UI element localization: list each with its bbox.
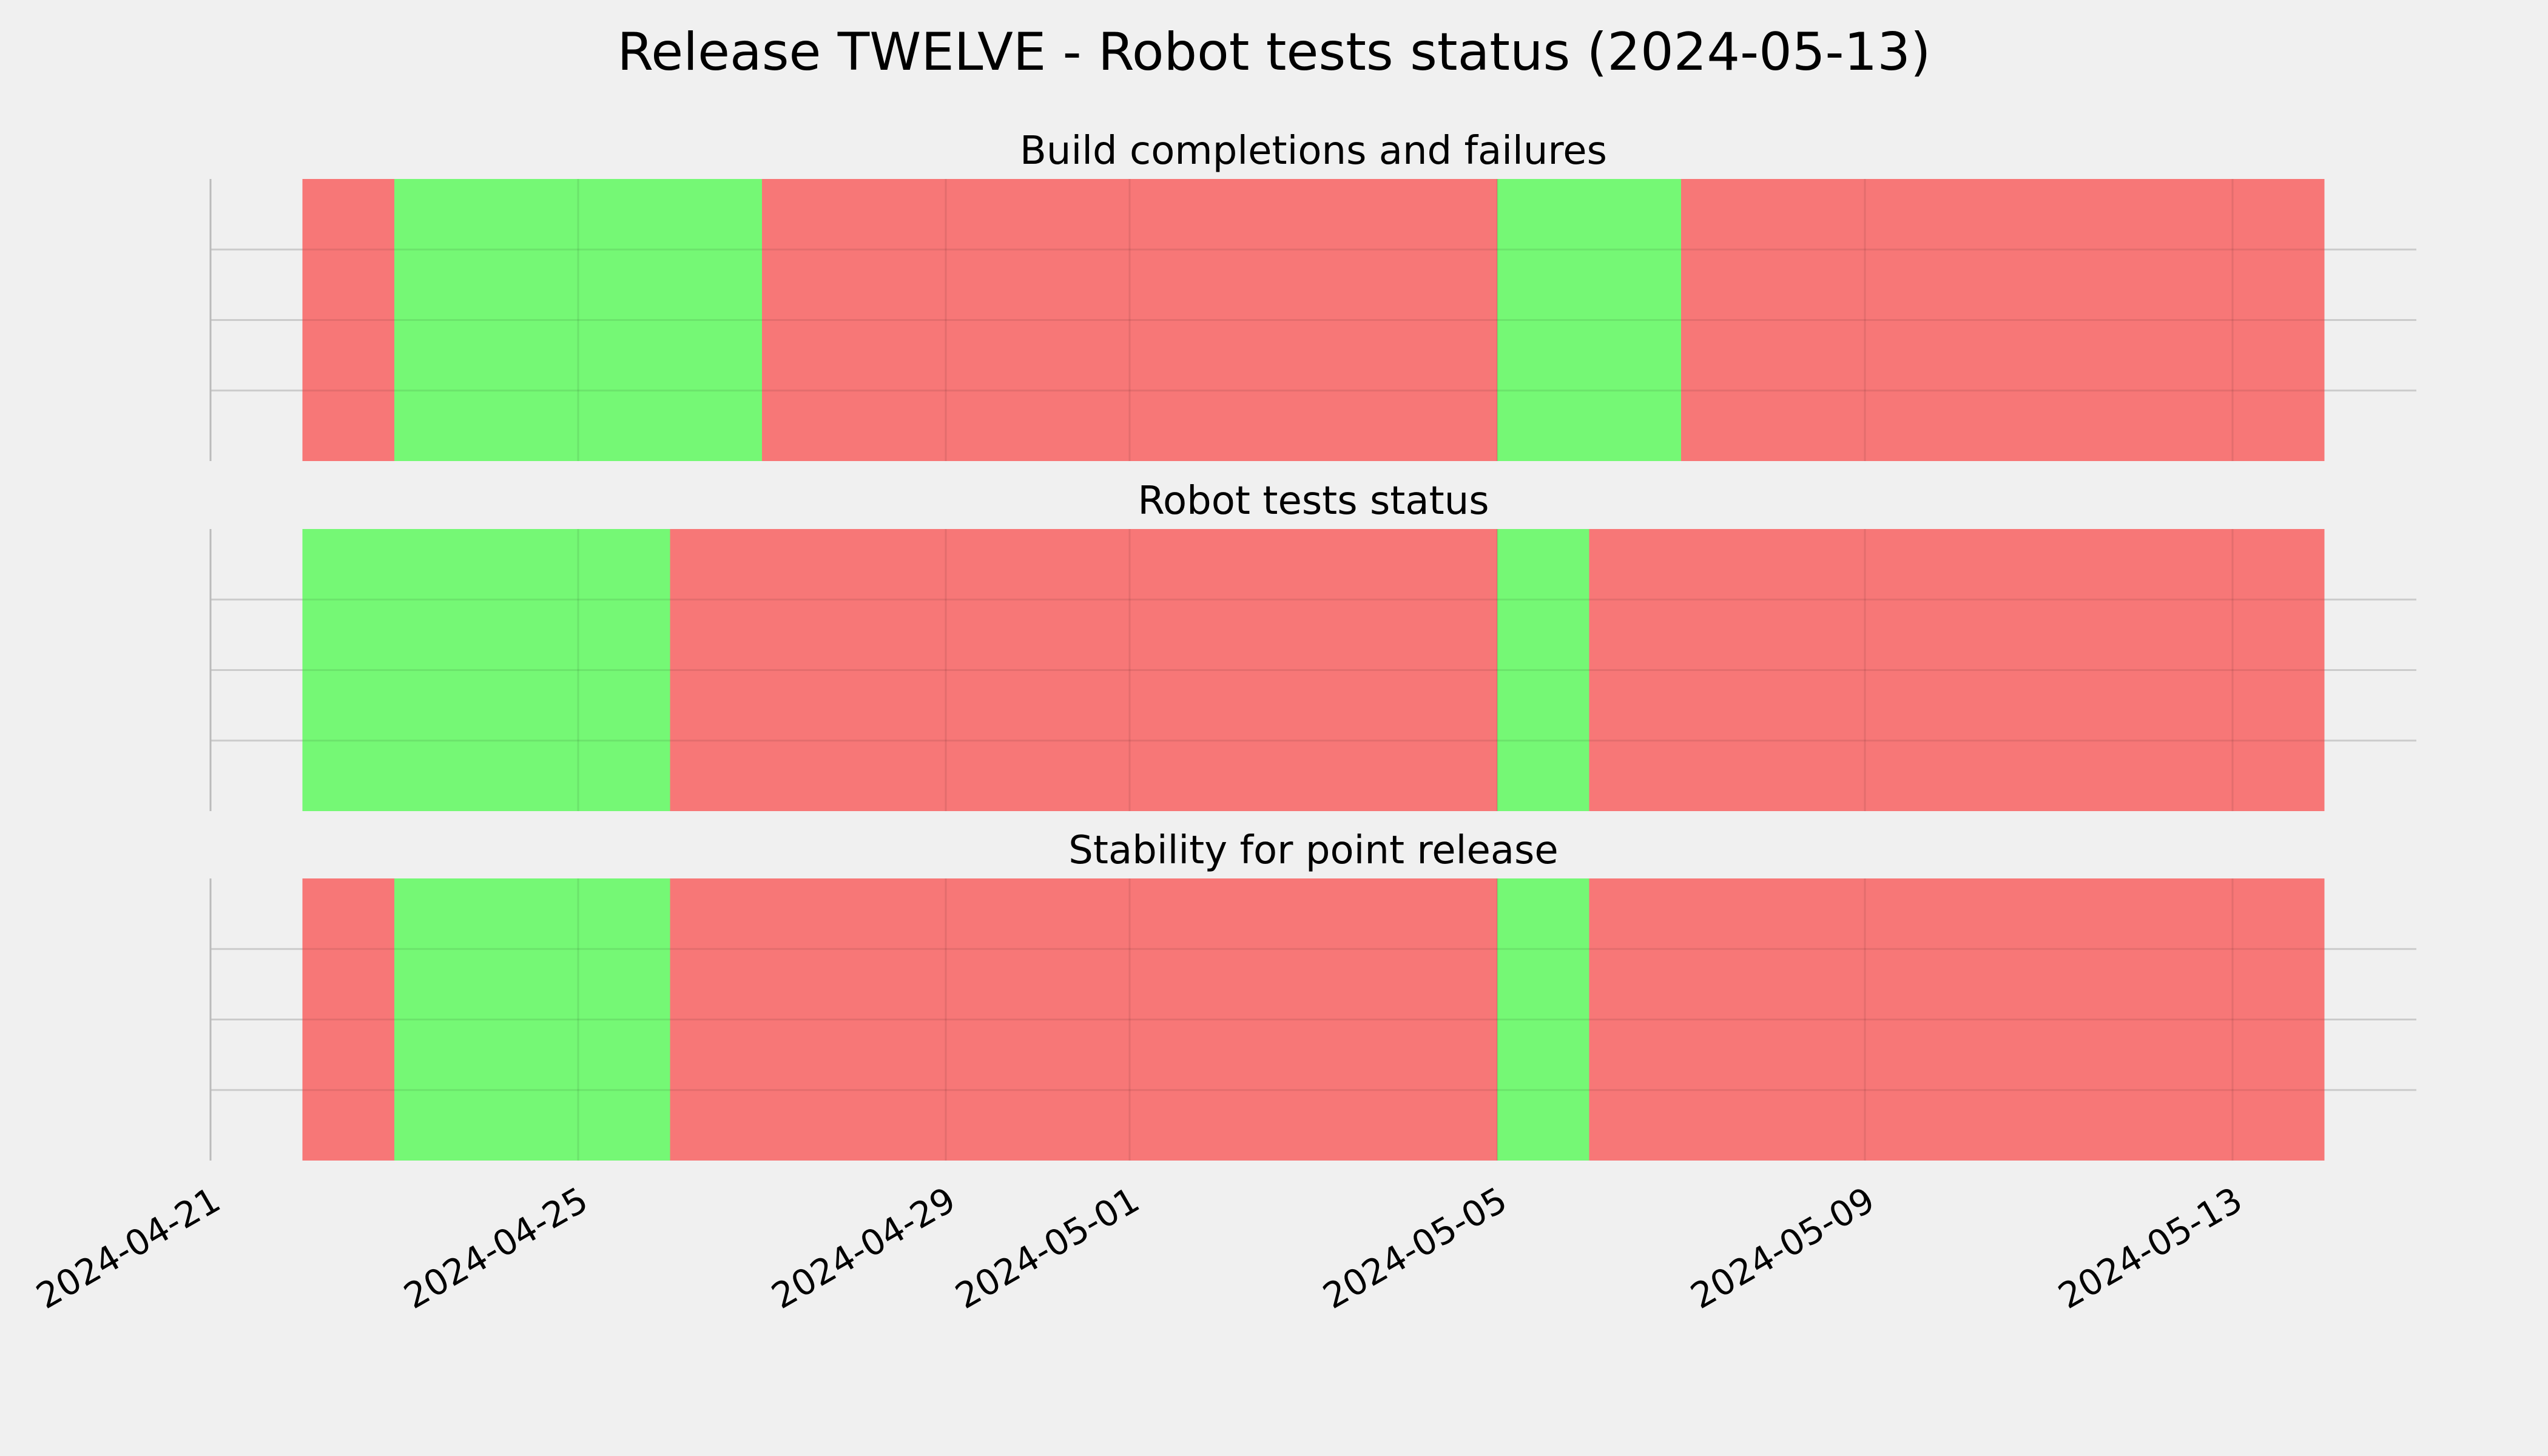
panels-group: Build completions and failures Robot test… xyxy=(209,129,2416,1161)
panel-title: Build completions and failures xyxy=(1020,129,1607,174)
status-segment-pass xyxy=(302,529,670,811)
status-segment-pass xyxy=(1497,878,1589,1161)
status-segment-fail xyxy=(1589,878,2325,1161)
status-segment-pass xyxy=(1497,529,1589,811)
panel: Stability for point release xyxy=(209,828,2416,1161)
panel: Build completions and failures xyxy=(209,129,2416,461)
status-segment-pass xyxy=(394,878,670,1161)
status-segment-pass xyxy=(1497,179,1681,461)
status-segment-fail xyxy=(302,179,394,461)
panel-title: Robot tests status xyxy=(1138,479,1489,524)
status-segment-fail xyxy=(670,878,1497,1161)
panel: Robot tests status xyxy=(209,479,2416,811)
status-segment-fail xyxy=(302,878,394,1161)
status-segment-pass xyxy=(394,179,762,461)
chart-title: Release TWELVE - Robot tests status (202… xyxy=(617,22,1930,83)
status-segment-fail xyxy=(762,179,1497,461)
panel-title: Stability for point release xyxy=(1068,828,1559,873)
status-segment-fail xyxy=(670,529,1497,811)
status-segment-fail xyxy=(1681,179,2325,461)
status-segment-fail xyxy=(1589,529,2325,811)
